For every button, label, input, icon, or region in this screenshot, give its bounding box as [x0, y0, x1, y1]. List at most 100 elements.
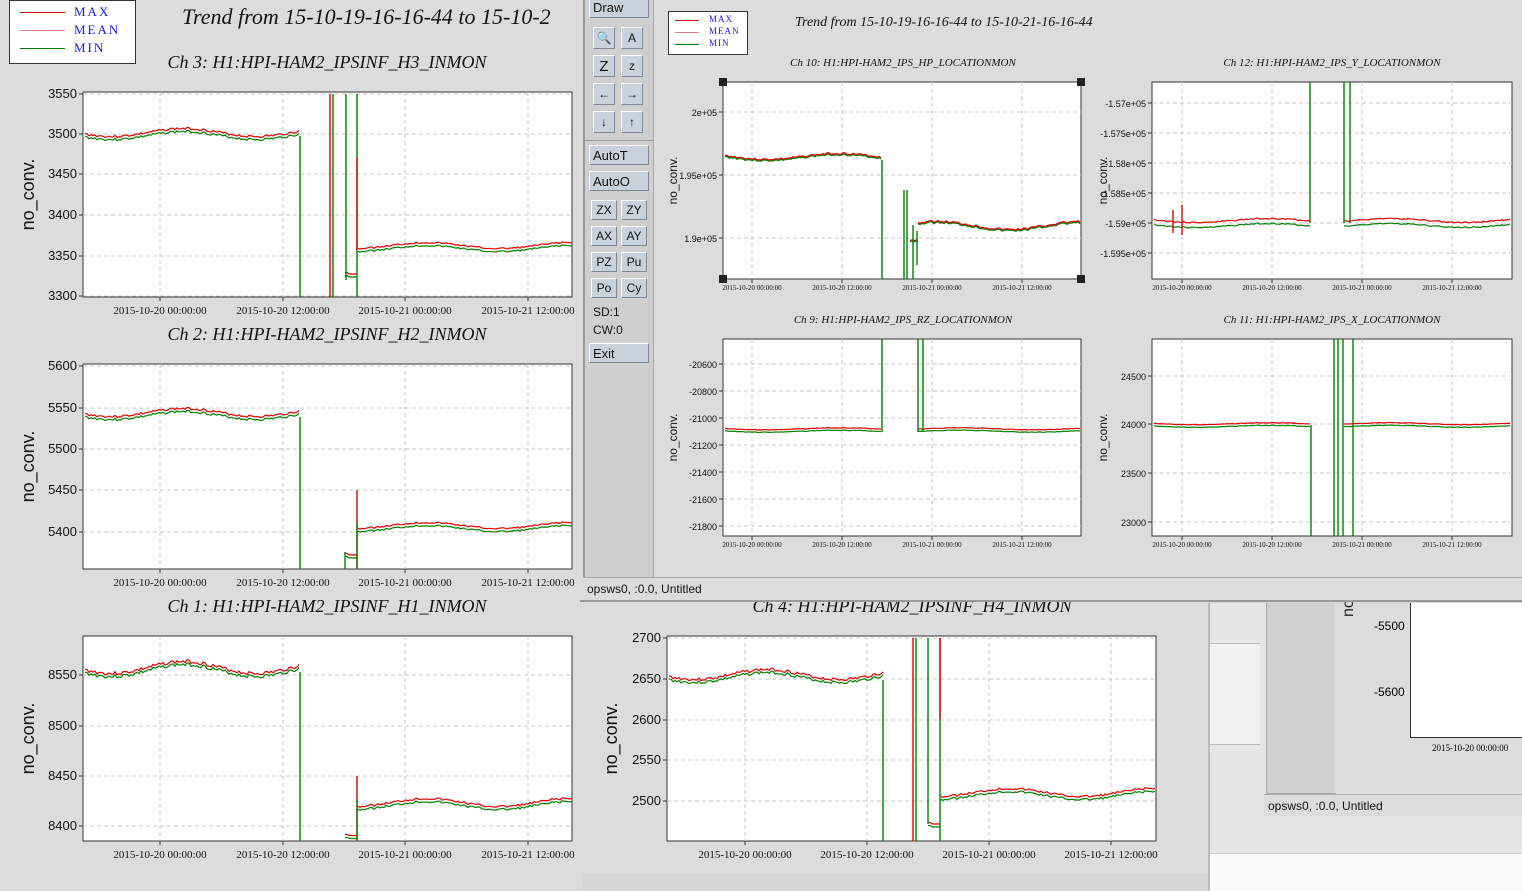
min-trace: [917, 220, 1081, 232]
legend-mean-line: [675, 32, 699, 33]
ax-button[interactable]: AX: [591, 226, 617, 246]
cy-button[interactable]: Cy: [621, 278, 647, 298]
pu-button[interactable]: Pu: [621, 252, 647, 272]
plot-area: [1151, 81, 1513, 280]
po-button[interactable]: Po: [591, 278, 617, 298]
y-tick-label: 2550: [632, 752, 661, 767]
min-trace: [1154, 424, 1311, 429]
x-tick-label: 2015-10-21 12:00:00: [481, 305, 575, 317]
pz-button[interactable]: PZ: [591, 252, 617, 272]
chart-ch12: Ch 12: H1:HPI-HAM2_IPS_Y_LOCATIONMON -1.…: [1085, 55, 1522, 305]
min-trace: [725, 429, 882, 434]
background-window-bottom: [1210, 853, 1522, 891]
min-trace: [1343, 424, 1511, 429]
x-tick-label: 2015-10-21 00:00:00: [942, 849, 1036, 861]
y-tick-label: -21800: [689, 522, 717, 532]
x-tick-label: 2015-10-20 00:00:00: [722, 541, 782, 549]
chart-svg: 5600 5550 5500 5450 5400 2015-10-20 00:00:00 2…: [18, 358, 575, 589]
zx-button[interactable]: ZX: [591, 200, 617, 220]
legend-min-line: [675, 44, 699, 45]
chart-ch2: Ch 2: H1:HPI-HAM2_IPSINF_H2_INMON 5600 55…: [0, 322, 583, 592]
exit-button[interactable]: Exit: [589, 343, 649, 363]
zoom-z-icon[interactable]: Z: [593, 55, 615, 77]
y-tick-label: 8450: [48, 768, 77, 783]
max-trace: [1343, 217, 1511, 224]
selection-handle: [1077, 275, 1085, 283]
window-title: Trend from 15-10-19-16-16-44 to 15-10-2: [182, 4, 551, 29]
min-trace: [357, 524, 573, 533]
draw-button[interactable]: Draw: [589, 0, 649, 18]
y-axis-label: no_conv.: [18, 703, 39, 775]
y-tick-label: 3450: [48, 166, 77, 181]
max-trace: [344, 833, 358, 837]
x-tick-label: 2015-10-21 12:00:00: [481, 577, 575, 589]
background-chart-ytick: -5600: [1374, 685, 1405, 699]
y-tick-label: -1.585e+05: [1100, 189, 1146, 199]
arrow-down-icon[interactable]: ↓: [593, 111, 615, 133]
sd-readout: SD:1: [593, 305, 620, 319]
x-tick-label: 2015-10-20 00:00:00: [1152, 541, 1212, 549]
plot-area: [1151, 338, 1513, 537]
x-tick-label: 2015-10-21 00:00:00: [902, 541, 962, 549]
cw-readout: CW:0: [593, 323, 623, 337]
y-tick-label: -1.57e+05: [1105, 99, 1146, 109]
max-trace: [725, 426, 882, 431]
max-trace: [357, 241, 573, 250]
y-axis-label: no_conv.: [18, 159, 39, 231]
y-tick-label: 23000: [1121, 518, 1146, 528]
y-tick-label: 5400: [48, 524, 77, 539]
x-tick-label: 2015-10-21 00:00:00: [358, 577, 452, 589]
arrow-up-icon[interactable]: ↑: [621, 111, 643, 133]
x-tick-label: 2015-10-21 12:00:00: [992, 284, 1052, 292]
min-trace: [927, 824, 941, 828]
min-trace: [85, 409, 300, 422]
legend-max-label: MAX: [74, 4, 111, 19]
zoom-z-small-icon[interactable]: z: [621, 55, 643, 77]
y-tick-label: -20600: [689, 360, 717, 370]
y-tick-label: 23500: [1121, 469, 1146, 479]
background-window[interactable]: no_ -5500 -5600 2015-10-20 00:00:00 opsw…: [1208, 590, 1522, 891]
y-tick-label: 8400: [48, 818, 77, 833]
background-window-plot: no_ -5500 -5600 2015-10-20 00:00:00: [1334, 590, 1522, 793]
x-tick-label: 2015-10-20 00:00:00: [113, 305, 207, 317]
y-tick-label: 3500: [48, 126, 77, 141]
arrow-right-icon[interactable]: →: [621, 83, 643, 105]
y-tick-label: 3350: [48, 248, 77, 263]
text-scale-icon[interactable]: A: [621, 27, 643, 49]
max-trace: [357, 521, 573, 530]
chart-ch10: Ch 10: H1:HPI-HAM2_IPS_HP_LOCATIONMON 2e…: [655, 55, 1085, 305]
min-trace: [940, 790, 1156, 801]
zy-button[interactable]: ZY: [621, 200, 647, 220]
plot-area: [666, 635, 1157, 842]
chart-title: Ch 3: H1:HPI-HAM2_IPSINF_H3_INMON: [167, 52, 487, 72]
min-trace: [725, 153, 882, 162]
min-trace: [85, 129, 300, 142]
chart-ch11: Ch 11: H1:HPI-HAM2_IPS_X_LOCATIONMON 245…: [1085, 312, 1522, 572]
y-tick-label: 3550: [48, 86, 77, 101]
max-trace: [927, 821, 941, 825]
x-tick-label: 2015-10-20 12:00:00: [820, 849, 914, 861]
arrow-left-icon[interactable]: ←: [593, 83, 615, 105]
max-trace: [85, 406, 300, 419]
ay-button[interactable]: AY: [621, 226, 647, 246]
y-tick-label: 5600: [48, 358, 77, 373]
y-tick-label: -21600: [689, 495, 717, 505]
chart-title: Ch 1: H1:HPI-HAM2_IPSINF_H1_INMON: [167, 596, 487, 616]
legend-min-line: [20, 48, 65, 49]
y-tick-label: 2e+05: [692, 108, 717, 118]
selection-handle: [719, 275, 727, 283]
magnify-icon[interactable]: 🔍: [593, 27, 615, 49]
autoo-button[interactable]: AutoO: [589, 171, 649, 191]
chart-title: Ch 12: H1:HPI-HAM2_IPS_Y_LOCATIONMON: [1223, 57, 1441, 69]
x-tick-label: 2015-10-21 00:00:00: [1332, 541, 1392, 549]
y-tick-label: 2500: [632, 793, 661, 808]
autot-button[interactable]: AutoT: [589, 145, 649, 165]
legend-min-label: MIN: [709, 38, 730, 48]
y-tick-label: -20800: [689, 387, 717, 397]
chart-svg: 2700 2650 2600 2550 2500 2015-10-20 00:00:00 2…: [601, 630, 1158, 861]
x-tick-label: 2015-10-20 12:00:00: [812, 284, 872, 292]
y-axis-label: no_conv.: [666, 157, 680, 205]
x-tick-label: 2015-10-20 12:00:00: [1242, 284, 1302, 292]
min-trace: [1153, 222, 1311, 229]
x-tick-label: 2015-10-20 00:00:00: [698, 849, 792, 861]
